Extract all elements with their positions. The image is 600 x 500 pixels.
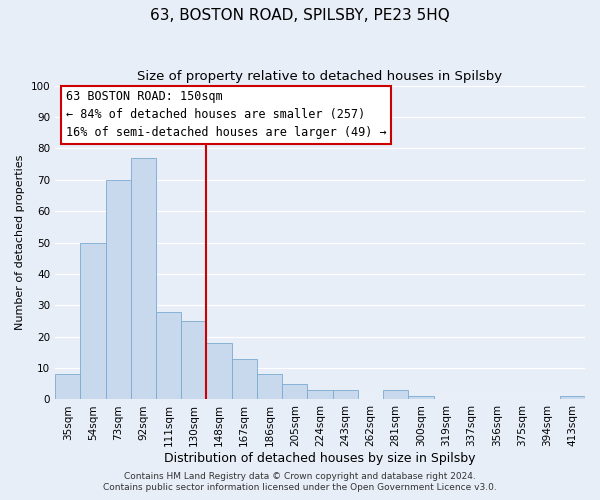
Bar: [106, 180, 131, 400]
X-axis label: Distribution of detached houses by size in Spilsby: Distribution of detached houses by size …: [164, 452, 476, 465]
Bar: [307, 390, 332, 400]
Bar: [206, 343, 232, 400]
Bar: [55, 374, 80, 400]
Bar: [156, 312, 181, 400]
Bar: [181, 321, 206, 400]
Bar: [409, 396, 434, 400]
Bar: [282, 384, 307, 400]
Text: 63 BOSTON ROAD: 150sqm
← 84% of detached houses are smaller (257)
16% of semi-de: 63 BOSTON ROAD: 150sqm ← 84% of detached…: [65, 90, 386, 140]
Bar: [131, 158, 156, 400]
Title: Size of property relative to detached houses in Spilsby: Size of property relative to detached ho…: [137, 70, 503, 83]
Bar: [257, 374, 282, 400]
Bar: [232, 358, 257, 400]
Y-axis label: Number of detached properties: Number of detached properties: [15, 155, 25, 330]
Bar: [383, 390, 409, 400]
Bar: [332, 390, 358, 400]
Text: 63, BOSTON ROAD, SPILSBY, PE23 5HQ: 63, BOSTON ROAD, SPILSBY, PE23 5HQ: [150, 8, 450, 22]
Bar: [80, 242, 106, 400]
Text: Contains HM Land Registry data © Crown copyright and database right 2024.
Contai: Contains HM Land Registry data © Crown c…: [103, 472, 497, 492]
Bar: [560, 396, 585, 400]
